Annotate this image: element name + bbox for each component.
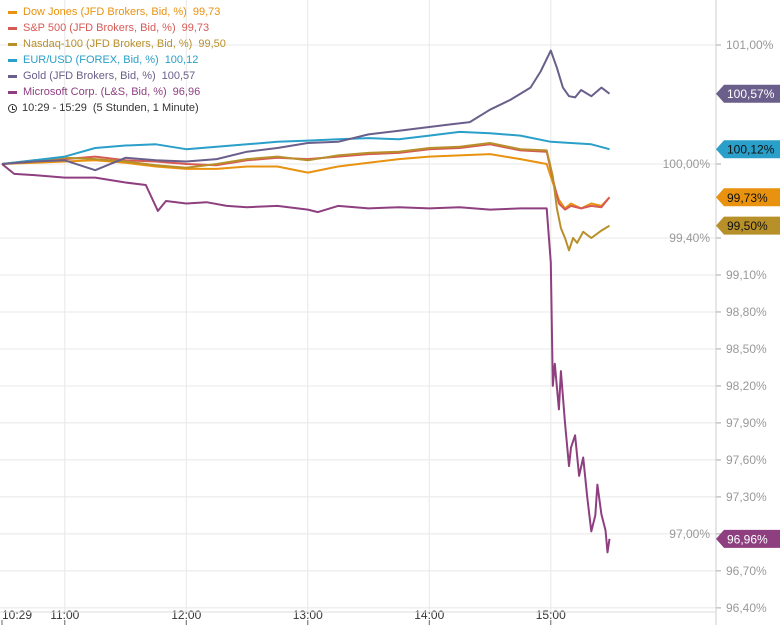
legend-item[interactable]: EUR/USD (FOREX, Bid, %) 100,12 — [8, 52, 226, 68]
y-tick-label: 99,10% — [726, 268, 767, 282]
legend-swatch — [8, 58, 17, 62]
y-tick-label: 97,60% — [726, 453, 767, 467]
last-value-tag-text: 99,50% — [727, 219, 768, 233]
series-line-3[interactable] — [1, 130, 610, 165]
y-tick-label: 98,20% — [726, 379, 767, 393]
x-tick-label: 12:00 — [171, 608, 201, 622]
series-line-5[interactable] — [1, 163, 611, 554]
last-value-tags: 99,73% 99,50% 100,12% 100,57% 96,96% — [716, 84, 780, 548]
y-tick-label: 97,00% — [669, 527, 710, 541]
x-tick-label: 13:00 — [293, 608, 323, 622]
legend-swatch — [8, 10, 17, 14]
legend-swatch — [8, 42, 17, 46]
legend-value: 100,12 — [164, 54, 199, 66]
last-value-tag — [716, 84, 780, 103]
duration: (5 Stunden, 1 Minute) — [92, 102, 199, 114]
legend-value: 96,96 — [172, 86, 201, 98]
last-value-tag-text: 96,96% — [727, 532, 768, 546]
legend-value: 100,57 — [161, 70, 196, 82]
series-line-1[interactable] — [1, 143, 611, 211]
x-tick-label: 10:29 — [2, 608, 32, 622]
time-range: 10:29 - 15:29 — [22, 102, 87, 114]
y-tick-label: 99,40% — [669, 231, 710, 245]
x-tick-label: 14:00 — [414, 608, 444, 622]
legend-swatch — [8, 26, 17, 30]
y-tick-label: 96,40% — [726, 601, 767, 615]
y-tick-label: 98,50% — [726, 342, 767, 356]
legend-label: Dow Jones (JFD Brokers, Bid, %) — [23, 6, 187, 18]
last-value-tag-text: 100,12% — [727, 143, 775, 157]
series-line-2[interactable] — [1, 142, 611, 252]
y-tick-label: 97,90% — [726, 416, 767, 430]
legend-value: 99,50 — [198, 38, 226, 50]
x-tick-label: 11:00 — [50, 608, 79, 622]
y-tick-label: 96,70% — [726, 564, 767, 578]
legend-value: 99,73 — [192, 6, 221, 18]
y-tick-label: 100,00% — [663, 157, 711, 171]
time-range-row: 10:29 - 15:29 (5 Stunden, 1 Minute) — [8, 100, 226, 116]
series-lines — [1, 49, 611, 554]
legend-item[interactable]: Gold (JFD Brokers, Bid, %) 100,57 — [8, 68, 226, 84]
series-line-0[interactable] — [1, 153, 611, 210]
series-line-4[interactable] — [1, 49, 611, 172]
clock-icon — [8, 103, 17, 113]
y-tick-label: 98,80% — [726, 305, 767, 319]
y-tick-label: 101,00% — [726, 38, 774, 52]
last-value-tag-text: 100,57% — [727, 87, 775, 101]
x-tick-label: 15:00 — [536, 608, 566, 622]
legend: Dow Jones (JFD Brokers, Bid, %) 99,73 S&P … — [8, 4, 226, 116]
last-value-tag — [716, 216, 780, 235]
legend-swatch — [8, 74, 17, 78]
last-value-tag — [716, 188, 780, 207]
legend-label: S&P 500 (JFD Brokers, Bid, %) — [23, 22, 176, 34]
legend-label: Gold (JFD Brokers, Bid, %) — [23, 70, 156, 82]
legend-item[interactable]: S&P 500 (JFD Brokers, Bid, %) 99,73 — [8, 20, 226, 36]
legend-item[interactable]: Nasdaq-100 (JFD Brokers, Bid, %) 99,50 — [8, 36, 226, 52]
legend-label: Nasdaq-100 (JFD Brokers, Bid, %) — [23, 38, 193, 50]
last-value-tag — [716, 529, 780, 548]
last-value-tag-text: 99,73% — [727, 191, 768, 205]
legend-item[interactable]: Microsoft Corp. (L&S, Bid, %) 96,96 — [8, 84, 226, 100]
legend-swatch — [8, 90, 17, 94]
legend-label: EUR/USD (FOREX, Bid, %) — [23, 54, 159, 66]
legend-label: Microsoft Corp. (L&S, Bid, %) — [23, 86, 167, 98]
y-tick-label: 97,30% — [726, 490, 767, 504]
last-value-tag — [716, 140, 780, 159]
legend-item[interactable]: Dow Jones (JFD Brokers, Bid, %) 99,73 — [8, 4, 226, 20]
legend-value: 99,73 — [181, 22, 210, 34]
